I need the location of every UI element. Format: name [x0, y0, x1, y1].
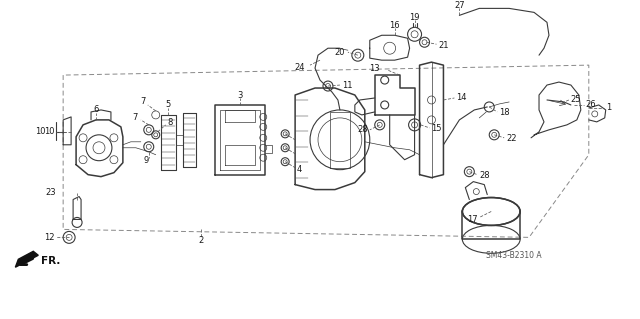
Text: 7: 7 — [140, 98, 146, 107]
Text: 28: 28 — [479, 171, 490, 180]
Text: 2: 2 — [198, 236, 203, 245]
Text: 10: 10 — [44, 127, 54, 136]
Text: 6: 6 — [93, 106, 99, 115]
Text: 21: 21 — [438, 41, 449, 50]
Text: 16: 16 — [389, 21, 400, 30]
Text: 14: 14 — [456, 93, 467, 102]
Text: 17: 17 — [467, 215, 477, 224]
Text: 18: 18 — [499, 108, 510, 117]
Text: 24: 24 — [294, 63, 305, 72]
Text: 22: 22 — [506, 134, 516, 143]
Text: 27: 27 — [454, 1, 465, 10]
Text: 1: 1 — [605, 103, 611, 112]
Text: 15: 15 — [431, 124, 442, 133]
Text: 20: 20 — [334, 48, 345, 57]
Text: SM43-B2310 A: SM43-B2310 A — [486, 251, 542, 260]
Text: 3: 3 — [237, 91, 243, 100]
Text: FR.: FR. — [41, 256, 61, 266]
Text: 4: 4 — [297, 165, 302, 174]
Text: 19: 19 — [410, 13, 420, 22]
Text: 9: 9 — [143, 156, 148, 165]
Text: 23: 23 — [45, 188, 56, 197]
Text: 10: 10 — [35, 127, 45, 136]
Text: 11: 11 — [342, 80, 353, 90]
Text: 5: 5 — [165, 100, 170, 109]
Text: 26: 26 — [586, 100, 596, 109]
Polygon shape — [15, 251, 38, 267]
Text: 25: 25 — [571, 95, 581, 105]
Text: 12: 12 — [44, 233, 54, 242]
Text: 8: 8 — [168, 118, 173, 127]
Text: 13: 13 — [369, 63, 380, 73]
Text: 7: 7 — [132, 113, 138, 122]
Text: 28: 28 — [357, 125, 368, 134]
